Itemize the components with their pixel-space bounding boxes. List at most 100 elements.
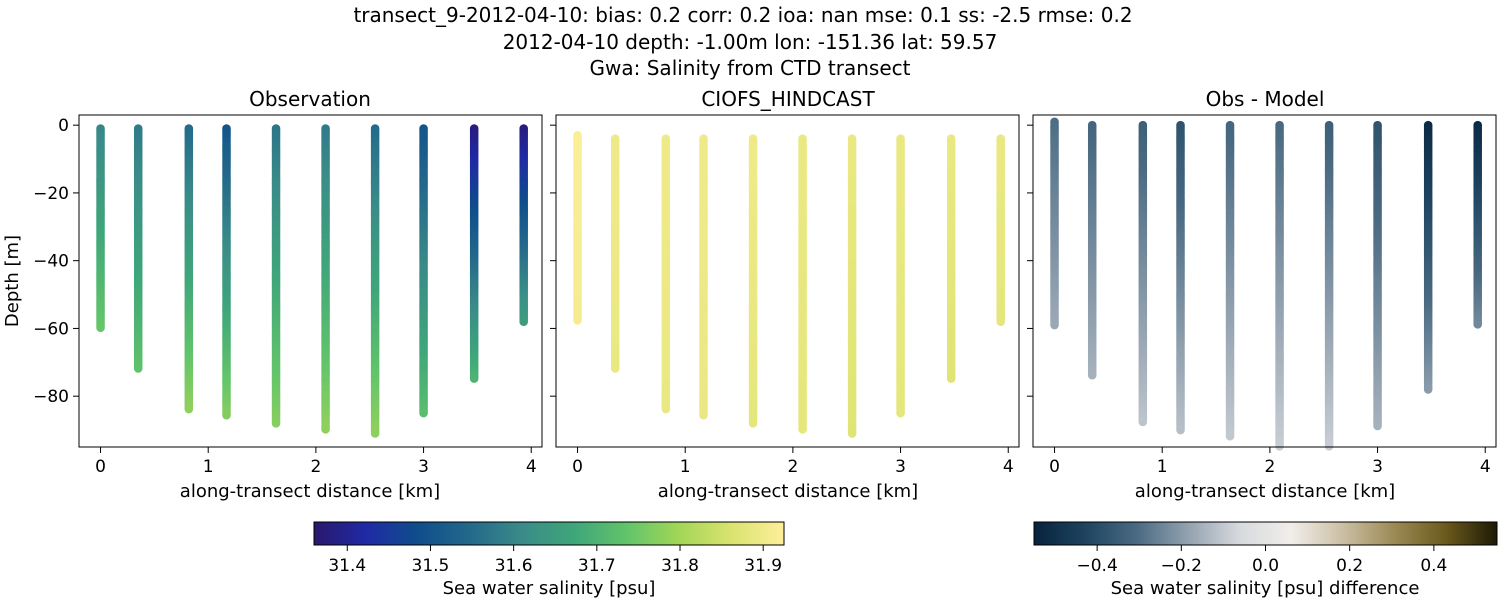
colorbar-salinity-label: Sea water salinity [psu] (443, 578, 656, 599)
profile-3 (699, 134, 708, 420)
profile-0 (96, 124, 105, 333)
profile-5 (1275, 120, 1284, 451)
data-point (222, 410, 231, 420)
data-point (1087, 370, 1097, 380)
profile-1 (1087, 120, 1097, 380)
panel-observation: Observation 0 1 2 3 4 0 −20 −40 −60 −80 along-tr… (2, 87, 543, 502)
x-tick-label: 1 (203, 457, 214, 477)
data-point (1423, 385, 1433, 394)
data-point (661, 404, 671, 414)
data-point (896, 408, 905, 418)
suptitle-line-3: Gwa: Salinity from CTD transect (590, 56, 911, 80)
y-tick-label: −20 (33, 184, 69, 204)
profile-9 (1473, 120, 1482, 329)
data-point (419, 408, 428, 418)
data-point (1176, 425, 1185, 435)
profile-7 (419, 124, 428, 418)
profile-1 (133, 124, 143, 373)
data-point (184, 404, 194, 414)
profile-4 (271, 124, 281, 428)
data-point (699, 410, 708, 420)
suptitle-line-2: 2012-04-10 depth: -1.00m lon: -151.36 la… (503, 30, 998, 54)
profile-4 (1225, 120, 1235, 441)
panel-obs-minus-model: Obs - Model 0 1 2 3 4 along-transect distanc… (1027, 87, 1497, 502)
plot-area-ciofs-hindcast (573, 131, 1005, 438)
x-tick-label: 1 (1157, 457, 1168, 477)
y-axis-observation: 0 −20 −40 −60 −80 (33, 116, 79, 407)
panel-title-observation: Observation (249, 87, 371, 111)
x-tick-label: 4 (1480, 457, 1491, 477)
data-point (1275, 442, 1284, 451)
profile-9 (996, 134, 1005, 326)
y-axis-obs-minus-model (1027, 124, 1033, 397)
data-point (1138, 417, 1148, 427)
colorbar-tick-label: 31.9 (744, 556, 782, 576)
panel-ciofs-hindcast: CIOFS_HINDCAST 0 1 2 3 4 along-transect dist… (550, 87, 1020, 502)
panel-title-ciofs-hindcast: CIOFS_HINDCAST (701, 87, 875, 111)
profile-4 (748, 134, 758, 428)
y-axis-ciofs-hindcast (550, 124, 556, 397)
colorbar-tick-label: 31.7 (578, 556, 616, 576)
colorbar-tick-label: 31.8 (661, 556, 699, 576)
data-point (847, 429, 857, 438)
x-tick-label: 3 (895, 457, 906, 477)
x-tick-label: 4 (526, 457, 537, 477)
data-point (1324, 442, 1334, 451)
data-point (133, 364, 143, 373)
axes-frame-ciofs-hindcast (555, 114, 1020, 448)
colorbar-salinity-gradient (313, 521, 785, 546)
plot-area-observation (96, 124, 528, 438)
x-tick-label: 0 (572, 457, 583, 477)
data-point (469, 374, 479, 383)
profile-6 (1324, 120, 1334, 451)
figure-suptitle: transect_9-2012-04-10: bias: 0.2 corr: 0… (353, 3, 1132, 80)
y-tick-label: −40 (33, 252, 69, 272)
x-axis-label-observation: along-transect distance [km] (180, 481, 440, 502)
data-point (798, 425, 807, 434)
x-tick-label: 2 (787, 457, 798, 477)
data-point (519, 317, 528, 326)
axes-frame-observation (78, 114, 543, 448)
colorbar-difference-label: Sea water salinity [psu] difference (1111, 578, 1420, 599)
y-tick-label: −80 (33, 387, 69, 407)
data-point (573, 316, 582, 325)
profile-9 (519, 124, 528, 326)
profile-8 (469, 124, 479, 383)
profile-3 (222, 124, 231, 420)
data-point (996, 317, 1005, 326)
profile-6 (370, 124, 380, 438)
data-point (271, 418, 281, 428)
y-axis-label-depth: Depth [m] (2, 235, 23, 327)
profile-8 (946, 134, 956, 383)
x-axis-obs-minus-model: 0 1 2 3 4 (1049, 447, 1491, 477)
y-tick-label: 0 (58, 116, 69, 136)
colorbar-tick-label: −0.2 (1161, 556, 1202, 576)
profile-7 (896, 134, 905, 418)
colorbar-tick-label: −0.4 (1076, 556, 1117, 576)
colorbar-salinity: 31.4 31.5 31.6 31.7 31.8 31.9 Sea water salin… (313, 521, 785, 599)
data-point (1373, 421, 1382, 431)
colorbar-difference-gradient (1033, 521, 1498, 546)
x-tick-label: 4 (1003, 457, 1014, 477)
profile-3 (1176, 120, 1185, 435)
colorbar-tick-label: 31.6 (495, 556, 533, 576)
data-point (321, 425, 330, 434)
suptitle-line-1: transect_9-2012-04-10: bias: 0.2 corr: 0… (353, 3, 1132, 27)
profile-2 (661, 134, 671, 414)
colorbar-difference-ticks: −0.4 −0.2 0.0 0.2 0.4 (1076, 545, 1447, 576)
profile-0 (1050, 117, 1059, 330)
data-point (1225, 431, 1235, 441)
profile-5 (798, 134, 807, 434)
x-tick-label: 3 (1372, 457, 1383, 477)
data-point (1473, 320, 1482, 329)
colorbar-tick-label: 0.2 (1336, 556, 1363, 576)
x-axis-observation: 0 1 2 3 4 (95, 447, 537, 477)
profile-0 (573, 131, 582, 325)
profile-5 (321, 124, 330, 434)
data-point (610, 364, 620, 373)
colorbar-tick-label: 31.4 (328, 556, 366, 576)
x-tick-label: 3 (418, 457, 429, 477)
colorbar-tick-label: 0.0 (1252, 556, 1279, 576)
data-point (96, 323, 105, 333)
